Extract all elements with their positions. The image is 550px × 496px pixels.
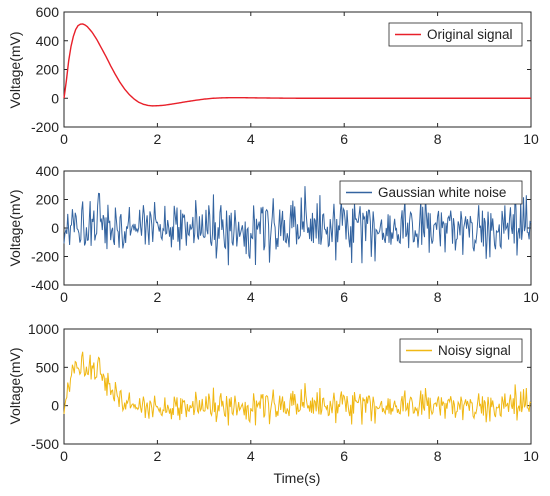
- legend-2: Gaussian white noise: [339, 180, 523, 205]
- y-tick-label-2-0: -400: [31, 277, 59, 293]
- y-tick-label-1-4: 600: [36, 4, 60, 20]
- legend-box-2: [339, 180, 523, 205]
- gaussian-white-noise-line: [63, 186, 532, 266]
- x-tick-label-3-4: 8: [434, 448, 442, 464]
- x-tick-label-1-0: 0: [60, 131, 68, 147]
- y-tick-label-1-0: -200: [31, 119, 59, 135]
- x-tick-label-3-5: 10: [523, 448, 539, 464]
- x-tick-label-2-0: 0: [60, 289, 68, 305]
- ticks-2: 0 2 4 6 8 10 -400 -200 0 200 400: [31, 163, 539, 305]
- x-tick-label-3-1: 2: [154, 448, 162, 464]
- noisy-signal-line: [63, 351, 532, 426]
- x-tick-label-1-4: 8: [434, 131, 442, 147]
- x-axis-label: Time(s): [274, 470, 321, 486]
- legend-label-noisy-signal: Noisy signal: [438, 343, 511, 358]
- legend-box-1: [388, 22, 523, 47]
- y-tick-label-1-3: 400: [36, 33, 60, 49]
- x-tick-label-1-3: 6: [340, 131, 348, 147]
- y-tick-label-2-3: 200: [36, 192, 60, 208]
- x-tick-label-3-3: 6: [340, 448, 348, 464]
- x-tick-label-2-5: 10: [523, 289, 539, 305]
- y-tick-label-2-4: 400: [36, 163, 60, 179]
- y-axis-label-1: Voltage(mV): [7, 31, 23, 108]
- panel-gaussian-white-noise: 0 2 4 6 8 10 -400 -200 0 200 400 Voltage(mV) Gauss…: [7, 163, 539, 305]
- y-tick-label-1-1: 0: [51, 90, 59, 106]
- original-signal-line: [63, 23, 531, 107]
- y-tick-label-1-2: 200: [36, 62, 60, 78]
- x-tick-label-1-5: 10: [523, 131, 539, 147]
- x-tick-label-2-1: 2: [154, 289, 162, 305]
- legend-label-gaussian-white-noise: Gaussian white noise: [378, 185, 506, 200]
- legend-1: Original signal: [388, 22, 523, 47]
- x-tick-label-1-2: 4: [247, 131, 255, 147]
- y-axis-label-3: Voltage(mV): [7, 347, 23, 424]
- legend-3: Noisy signal: [399, 338, 523, 363]
- y-axis-label-2: Voltage(mV): [7, 189, 23, 266]
- y-tick-label-2-2: 0: [51, 220, 59, 236]
- x-tick-label-2-3: 6: [340, 289, 348, 305]
- y-tick-label-2-1: -200: [31, 249, 59, 265]
- x-tick-label-2-2: 4: [247, 289, 255, 305]
- y-tick-label-3-2: 500: [36, 359, 60, 375]
- y-tick-label-3-1: 0: [51, 398, 59, 414]
- y-tick-label-3-3: 1000: [28, 321, 59, 337]
- x-tick-label-2-4: 8: [434, 289, 442, 305]
- legend-box-3: [399, 338, 523, 363]
- legend-label-original-signal: Original signal: [427, 27, 513, 42]
- x-tick-label-3-0: 0: [60, 448, 68, 464]
- x-tick-label-1-1: 2: [154, 131, 162, 147]
- y-tick-label-3-0: -500: [31, 436, 59, 452]
- x-tick-label-3-2: 4: [247, 448, 255, 464]
